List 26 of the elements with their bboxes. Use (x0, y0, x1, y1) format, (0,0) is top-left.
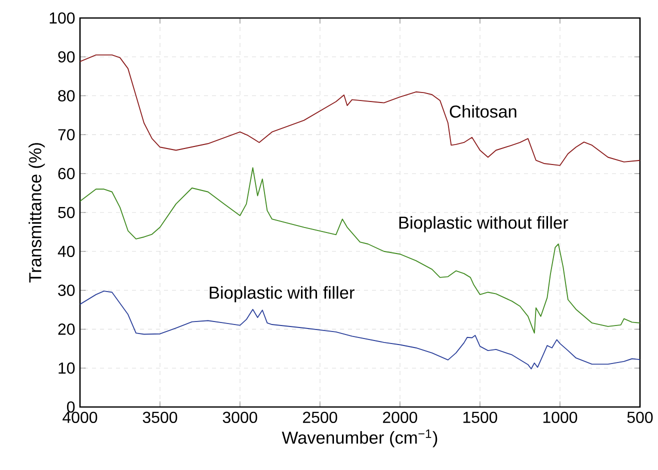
x-tick-label: 4000 (62, 412, 98, 424)
y-tick-label: 0 (67, 401, 75, 413)
y-axis-title: Transmittance (%) (28, 143, 45, 283)
x-tick-label: 3500 (142, 412, 178, 424)
x-tick-label: 500 (627, 412, 653, 424)
y-tick-label: 30 (58, 284, 75, 296)
y-tick-label: 90 (58, 51, 75, 63)
y-tick-label: 20 (58, 324, 75, 335)
line-series (80, 167, 640, 334)
series-label: Chitosan (450, 104, 516, 118)
x-tick-label: 2500 (302, 412, 338, 424)
x-axis-title: Wavenumber (cm$^{−1}$) (282, 430, 438, 448)
line-series (80, 54, 640, 166)
y-tick-label: 100 (50, 12, 75, 24)
y-tick-label: 70 (58, 129, 75, 140)
y-tick-label: 60 (58, 168, 75, 180)
series-label: Bioplastic with filler (210, 286, 354, 302)
y-tick-label: 40 (58, 246, 75, 258)
y-tick-label: 10 (58, 362, 75, 374)
x-tick-label: 1500 (463, 412, 498, 424)
series-label: Bioplastic without filler (399, 216, 568, 232)
x-tick-label: 3000 (222, 412, 258, 424)
y-tick-label: 50 (58, 206, 75, 218)
y-tick-label: 80 (58, 90, 75, 102)
x-tick-label: 1000 (543, 412, 578, 424)
x-tick-label: 2000 (382, 412, 418, 424)
